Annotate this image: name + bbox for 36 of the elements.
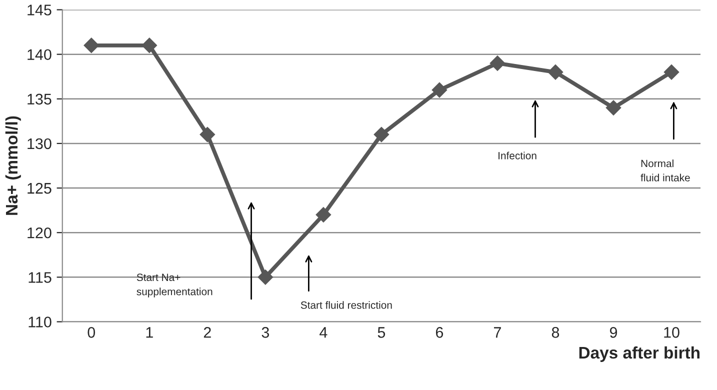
- point: [84, 38, 99, 53]
- point: [142, 38, 157, 53]
- y-tick-label: 140: [28, 49, 52, 60]
- annotation: Normal fluid intake: [640, 160, 690, 182]
- point: [664, 64, 680, 80]
- y-tick-label: 125: [28, 182, 52, 194]
- y-tick-label: 115: [28, 272, 52, 283]
- x-tick-label: 8: [552, 327, 560, 338]
- point: [432, 82, 448, 98]
- x-tick-label: 9: [610, 327, 618, 338]
- annotation: Infection: [498, 152, 536, 160]
- x-tick-label: 4: [320, 327, 328, 338]
- x-tick-label: 2: [204, 327, 211, 338]
- point: [490, 56, 506, 71]
- x-tick-label: 6: [436, 327, 444, 338]
- y-tick-label: 120: [28, 227, 52, 238]
- x-tick-label: 5: [378, 327, 386, 338]
- point: [200, 126, 215, 142]
- annotation: Start fluid restriction: [300, 301, 392, 309]
- y-tick-label: 130: [28, 138, 52, 150]
- y-tick-label: 145: [28, 4, 52, 16]
- point: [258, 270, 273, 285]
- x-tick-label: 1: [146, 327, 153, 338]
- x-tick-label: 0: [88, 327, 96, 338]
- x-tick-label: 7: [494, 327, 501, 338]
- y-tick-label: 135: [28, 94, 52, 105]
- x-tick-label: 3: [262, 327, 269, 338]
- point: [316, 207, 331, 222]
- point: [606, 100, 622, 116]
- x-axis-title: Days after birth: [579, 346, 700, 362]
- y-axis-title: Na+ (mmol/l): [5, 116, 21, 215]
- point: [548, 64, 564, 80]
- point: [374, 126, 390, 142]
- x-tick-label: 10: [664, 327, 680, 338]
- annotation: Start Na+ supplementation: [136, 274, 212, 298]
- y-tick-label: 110: [28, 316, 52, 328]
